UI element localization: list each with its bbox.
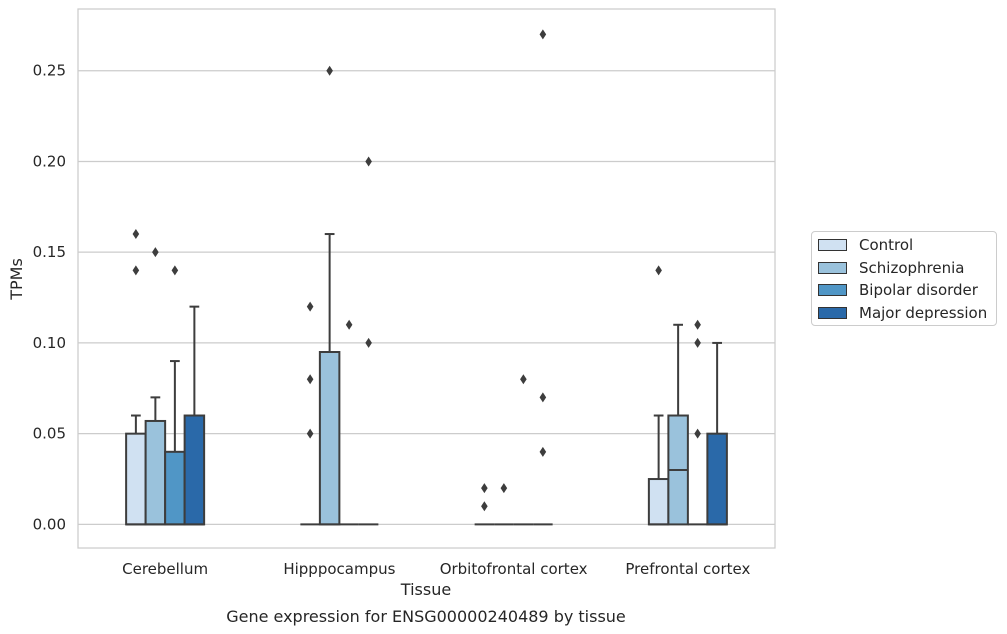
outlier-bipolar-disorder-prefrontal-cortex-1 — [694, 337, 701, 348]
outlier-bipolar-disorder-prefrontal-cortex-0 — [694, 428, 701, 439]
y-tick-label-0-00: 0.00 — [33, 515, 66, 533]
legend-label-schizophrenia: Schizophrenia — [859, 259, 965, 277]
y-tick-label-0-25: 0.25 — [33, 62, 66, 80]
outlier-control-hipppocampus-0 — [306, 428, 314, 439]
outlier-control-orbitofrontal-cortex-0 — [481, 501, 488, 512]
outlier-control-hipppocampus-1 — [306, 374, 314, 385]
x-tick-label-prefrontal-cortex: Prefrontal cortex — [625, 560, 750, 578]
outlier-bipolar-disorder-prefrontal-cortex-2 — [694, 319, 701, 330]
legend-label-major-depression: Major depression — [859, 304, 988, 322]
legend-swatch-major-depression — [818, 307, 847, 319]
outlier-control-prefrontal-cortex-0 — [655, 265, 662, 276]
legend-item-control: Control — [818, 235, 913, 255]
y-axis-title: TPMs — [7, 258, 26, 301]
y-tick-label-0-20: 0.20 — [33, 152, 66, 170]
legend-item-schizophrenia: Schizophrenia — [818, 258, 964, 278]
outlier-major-depression-orbitofrontal-cortex-0 — [539, 446, 547, 457]
box-control-cerebellum — [125, 432, 147, 526]
x-tick-label-orbitofrontal-cortex: Orbitofrontal cortex — [440, 560, 588, 578]
box-control-prefrontal-cortex — [647, 478, 670, 526]
box-schizophrenia-cerebellum — [144, 419, 167, 526]
legend-label-bipolar-disorder: Bipolar disorder — [859, 281, 978, 299]
outlier-schizophrenia-hipppocampus-0 — [326, 65, 333, 76]
box-major-depression-prefrontal-cortex — [706, 432, 728, 526]
outlier-control-hipppocampus-2 — [306, 301, 314, 312]
outlier-control-orbitofrontal-cortex-1 — [481, 483, 488, 494]
x-tick-label-cerebellum: Cerebellum — [122, 560, 208, 578]
y-tick-label-0-05: 0.05 — [33, 425, 66, 443]
box-major-depression-cerebellum — [183, 414, 206, 526]
x-tick-labels: Cerebellum Hipppocampus Orbitofrontal cort… — [122, 560, 750, 578]
legend-item-major-depression: Major depression — [818, 303, 987, 323]
outlier-major-depression-hipppocampus-1 — [365, 156, 372, 167]
legend-item-bipolar-disorder: Bipolar disorder — [818, 280, 978, 300]
outlier-major-depression-orbitofrontal-cortex-1 — [539, 392, 547, 403]
x-tick-label-hipppocampus: Hipppocampus — [283, 560, 395, 578]
y-tick-label-0-10: 0.10 — [33, 334, 66, 352]
chart-caption: Gene expression for ENSG00000240489 by t… — [226, 607, 626, 626]
y-tick-label-0-15: 0.15 — [33, 243, 66, 261]
legend-label-control: Control — [859, 236, 914, 254]
box-schizophrenia-hipppocampus — [318, 351, 341, 526]
x-axis-title: Tissue — [400, 580, 451, 599]
box-series — [125, 29, 728, 526]
box-bipolar-disorder-cerebellum — [164, 450, 186, 526]
outlier-bipolar-disorder-orbitofrontal-cortex-0 — [520, 374, 527, 385]
legend: Control Schizophrenia Bipolar disorder M… — [811, 231, 997, 326]
outlier-control-cerebellum-1 — [132, 229, 140, 240]
legend-swatch-schizophrenia — [818, 262, 847, 274]
outlier-control-cerebellum-0 — [132, 265, 140, 276]
outlier-bipolar-disorder-hipppocampus-0 — [345, 319, 353, 330]
y-tick-labels: 0.00 0.05 0.10 0.15 0.20 0.25 — [33, 62, 66, 534]
outlier-major-depression-hipppocampus-0 — [365, 337, 372, 348]
outlier-schizophrenia-cerebellum-0 — [152, 247, 159, 258]
legend-swatch-bipolar-disorder — [818, 284, 847, 296]
outlier-schizophrenia-orbitofrontal-cortex-0 — [500, 483, 508, 494]
outlier-major-depression-orbitofrontal-cortex-2 — [539, 29, 547, 40]
outlier-bipolar-disorder-cerebellum-0 — [171, 265, 179, 276]
legend-swatch-control — [818, 239, 847, 251]
